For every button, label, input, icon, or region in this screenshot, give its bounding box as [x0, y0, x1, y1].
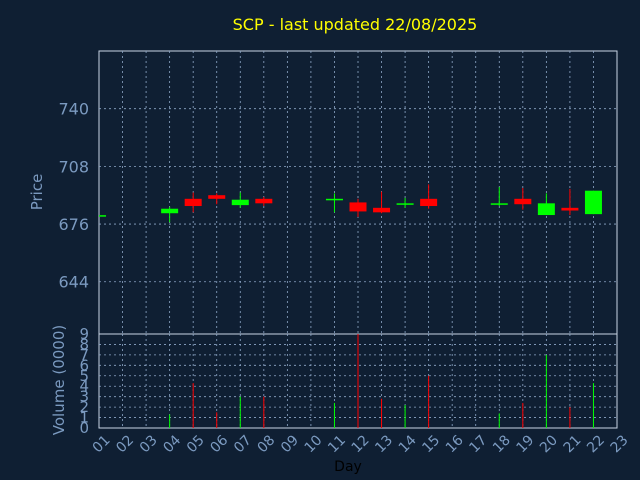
- price-tick-label: 644: [58, 273, 89, 292]
- x-axis-label: Day: [334, 459, 362, 475]
- volume-tick-label: 8: [79, 335, 89, 353]
- volume-tick-label: 1: [79, 409, 89, 427]
- volume-tick-label: 5: [79, 367, 89, 385]
- candle-body: [349, 202, 367, 212]
- candle-body: [184, 198, 202, 207]
- candle-body: [514, 198, 532, 205]
- price-tick-label: 676: [58, 215, 89, 234]
- price-tick-label: 708: [58, 157, 89, 176]
- volume-tick-label: 9: [79, 325, 89, 343]
- volume-tick-label: 3: [79, 388, 89, 406]
- candle-body: [325, 198, 343, 201]
- price-axis-label: Price: [28, 174, 46, 211]
- candle-body: [490, 203, 508, 205]
- volume-tick-label: 6: [79, 356, 89, 374]
- volume-tick-label: 2: [79, 398, 89, 416]
- candle-body: [231, 199, 249, 206]
- volume-tick-label: 0: [79, 419, 89, 437]
- price-panel: 644 676 708 740: [58, 50, 618, 335]
- candle-body: [396, 203, 414, 205]
- candle-body: [208, 195, 226, 199]
- chart-title: SCP - last updated 22/08/2025: [233, 15, 478, 34]
- volume-tick-label: 7: [79, 346, 89, 364]
- candle-body: [561, 207, 579, 211]
- candle-body: [373, 207, 391, 213]
- volume-tick-label: 4: [79, 377, 89, 395]
- volume-axis-label: Volume (0000): [50, 325, 68, 435]
- candle-body: [537, 203, 555, 216]
- candle-body: [584, 190, 602, 215]
- candle-body: [255, 198, 273, 204]
- price-tick-label: 740: [58, 100, 89, 119]
- candle-body: [161, 208, 179, 214]
- candle-body: [420, 198, 438, 207]
